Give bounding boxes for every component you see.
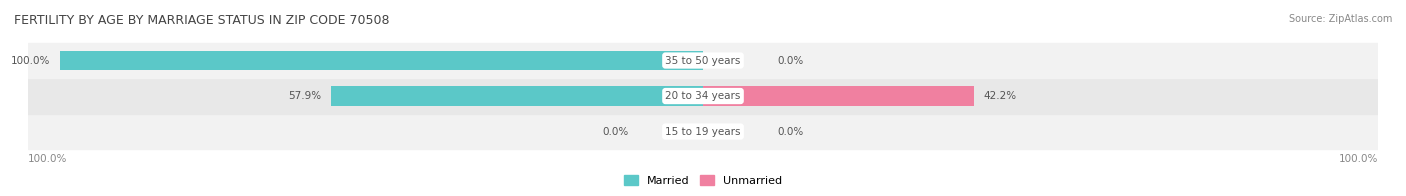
Bar [330,86,703,106]
Text: 100.0%: 100.0% [28,154,67,164]
Text: 100.0%: 100.0% [1339,154,1378,164]
Text: 15 to 19 years: 15 to 19 years [665,127,741,137]
Text: FERTILITY BY AGE BY MARRIAGE STATUS IN ZIP CODE 70508: FERTILITY BY AGE BY MARRIAGE STATUS IN Z… [14,14,389,27]
Bar [28,78,1378,114]
Text: 0.0%: 0.0% [778,127,803,137]
Text: 20 to 34 years: 20 to 34 years [665,91,741,101]
Text: Source: ZipAtlas.com: Source: ZipAtlas.com [1288,14,1392,24]
Text: 57.9%: 57.9% [288,91,321,101]
Text: 42.2%: 42.2% [984,91,1017,101]
Bar [60,51,703,70]
Bar [28,43,1378,78]
Bar [703,86,974,106]
Text: 100.0%: 100.0% [11,55,51,65]
Bar [28,114,1378,149]
Legend: Married, Unmarried: Married, Unmarried [620,171,786,191]
Text: 0.0%: 0.0% [778,55,803,65]
Text: 0.0%: 0.0% [603,127,628,137]
Text: 35 to 50 years: 35 to 50 years [665,55,741,65]
